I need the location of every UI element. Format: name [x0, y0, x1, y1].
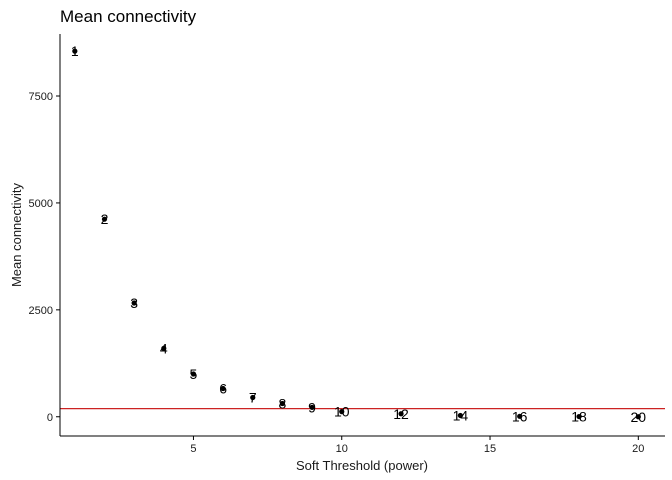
point-label: 20 [631, 409, 647, 425]
y-tick-label: 0 [47, 412, 53, 424]
chart-title: Mean connectivity [60, 7, 197, 26]
x-axis-label: Soft Threshold (power) [296, 458, 428, 473]
data-point [339, 409, 345, 415]
y-tick-label: 7500 [29, 91, 53, 103]
point-label: 12 [393, 406, 409, 422]
point-label: 8 [279, 395, 287, 411]
point-label: 2 [101, 211, 109, 227]
data-point [190, 371, 197, 377]
x-tick-label: 15 [484, 443, 496, 455]
point-label: 5 [190, 366, 198, 382]
y-axis-label: Mean connectivity [9, 182, 24, 287]
data-point [398, 411, 404, 417]
point-label: 16 [512, 408, 528, 424]
data-point [161, 345, 167, 351]
x-tick-label: 5 [190, 443, 196, 455]
y-tick-label: 5000 [29, 198, 53, 210]
point-label: 9 [308, 399, 316, 415]
x-tick-label: 10 [336, 443, 348, 455]
x-tick-label: 20 [632, 443, 644, 455]
data-point [250, 394, 256, 401]
point-label: 6 [219, 381, 227, 397]
y-axis-ticks: 0 2500 5000 7500 [29, 91, 60, 424]
data-point [101, 216, 108, 222]
data-point [457, 412, 463, 419]
data-point [131, 300, 137, 306]
data-point [517, 413, 523, 419]
data-point [72, 48, 78, 54]
x-axis-ticks: 5 10 15 20 [190, 436, 644, 455]
data-point [309, 404, 315, 410]
point-label: 14 [453, 407, 469, 423]
data-point [635, 414, 641, 420]
data-point [279, 400, 286, 407]
y-tick-label: 2500 [29, 305, 53, 317]
data-point [220, 385, 226, 392]
point-label: 10 [334, 404, 350, 420]
point-label: 3 [130, 295, 138, 311]
data-point [576, 413, 582, 420]
point-label: 18 [571, 409, 587, 425]
point-label: 7 [249, 390, 257, 406]
point-label: 4 [160, 340, 168, 356]
point-label: 1 [71, 43, 79, 59]
